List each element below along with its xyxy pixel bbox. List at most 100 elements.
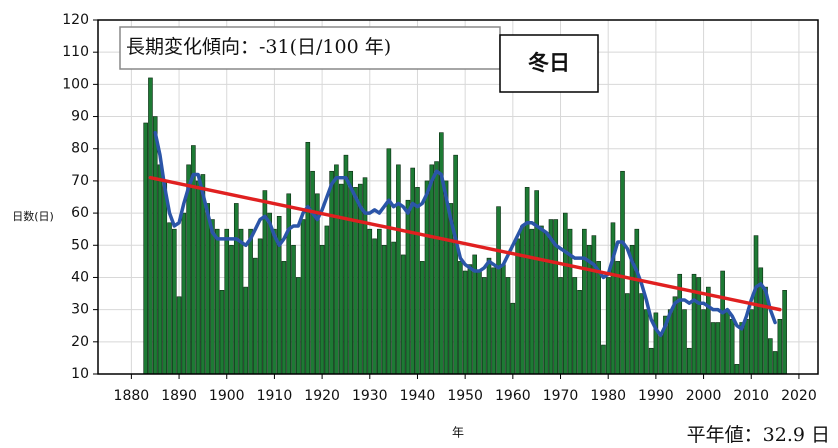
bar bbox=[157, 164, 163, 375]
bar bbox=[720, 270, 725, 375]
bar bbox=[706, 286, 711, 375]
bar bbox=[653, 312, 659, 375]
bar bbox=[310, 170, 315, 375]
y-tick-label: 10 bbox=[71, 366, 89, 382]
plot-frame bbox=[97, 19, 819, 375]
y-tick-label: 60 bbox=[71, 205, 89, 221]
bar bbox=[162, 180, 168, 375]
bar bbox=[415, 187, 420, 375]
bar bbox=[520, 225, 525, 375]
bar bbox=[362, 177, 368, 375]
bar bbox=[419, 261, 425, 375]
bar bbox=[515, 238, 520, 375]
bar bbox=[248, 228, 253, 375]
bar bbox=[210, 219, 215, 375]
bar bbox=[439, 132, 444, 375]
x-tick-label: 1880 bbox=[114, 388, 150, 404]
x-tick-label: 1900 bbox=[209, 388, 245, 404]
bar bbox=[319, 244, 325, 375]
bar bbox=[582, 228, 587, 375]
annotation-box bbox=[119, 26, 501, 70]
normal-value: 平年値：32.9 日 bbox=[687, 424, 830, 446]
annotation: 長期変化傾向：-31(日/100 年) bbox=[126, 36, 391, 58]
bar bbox=[496, 206, 501, 375]
bar bbox=[634, 228, 640, 375]
x-tick-label: 1930 bbox=[352, 388, 388, 404]
bar bbox=[658, 335, 663, 375]
bar bbox=[391, 241, 396, 375]
bar bbox=[486, 257, 492, 375]
y-tick-label: 70 bbox=[71, 173, 89, 189]
y-tick-label: 110 bbox=[62, 44, 89, 60]
bar bbox=[357, 183, 363, 375]
bar bbox=[567, 228, 573, 375]
title-box bbox=[499, 34, 599, 93]
bar bbox=[410, 167, 416, 375]
bar bbox=[386, 148, 392, 375]
bar bbox=[529, 228, 535, 375]
bar bbox=[715, 322, 721, 375]
bar bbox=[768, 338, 773, 375]
x-tick-label: 1950 bbox=[447, 388, 483, 404]
x-tick-label: 1890 bbox=[161, 388, 197, 404]
bar bbox=[543, 232, 549, 375]
bar bbox=[710, 322, 716, 375]
bar bbox=[577, 290, 582, 375]
bar bbox=[601, 344, 606, 375]
bar bbox=[243, 286, 249, 375]
bar bbox=[219, 290, 225, 375]
bar bbox=[253, 257, 258, 375]
bar bbox=[467, 264, 473, 375]
bar bbox=[725, 309, 730, 375]
bar bbox=[462, 270, 468, 375]
bar bbox=[615, 261, 621, 375]
bar bbox=[214, 228, 220, 375]
bar bbox=[562, 212, 568, 375]
bar bbox=[224, 228, 230, 375]
x-tick-label: 1940 bbox=[400, 388, 436, 404]
bar bbox=[424, 180, 430, 375]
x-tick-label: 1960 bbox=[495, 388, 531, 404]
bar bbox=[300, 219, 306, 375]
bar bbox=[338, 183, 344, 375]
bar bbox=[539, 225, 544, 375]
bar bbox=[639, 293, 644, 375]
bar bbox=[453, 154, 458, 375]
bar bbox=[267, 212, 272, 375]
bar bbox=[205, 203, 210, 375]
bar bbox=[429, 164, 435, 375]
bar bbox=[505, 277, 511, 375]
bar bbox=[143, 122, 148, 375]
bar bbox=[329, 170, 334, 375]
x-tick-label: 1920 bbox=[304, 388, 340, 404]
x-tick-label: 2000 bbox=[686, 388, 722, 404]
x-tick-label: 1970 bbox=[543, 388, 579, 404]
bar bbox=[772, 351, 778, 375]
bar bbox=[171, 228, 177, 375]
bar bbox=[734, 364, 740, 375]
bar bbox=[229, 244, 234, 375]
y-tick-label: 80 bbox=[71, 141, 89, 157]
bar bbox=[272, 228, 277, 375]
bar bbox=[396, 164, 401, 375]
bar bbox=[367, 228, 373, 375]
y-axis-label: 日数(日) bbox=[12, 210, 54, 223]
bar bbox=[152, 116, 158, 375]
y-tick-label: 50 bbox=[71, 237, 89, 253]
bar bbox=[558, 277, 563, 375]
y-tick-label: 20 bbox=[71, 334, 89, 350]
bar bbox=[195, 180, 201, 375]
bar bbox=[372, 238, 377, 375]
bar bbox=[176, 296, 182, 375]
y-tick-label: 30 bbox=[71, 302, 89, 318]
x-tick-label: 1910 bbox=[257, 388, 293, 404]
bar bbox=[591, 235, 597, 375]
y-tick-label: 40 bbox=[71, 269, 89, 285]
bar bbox=[729, 318, 735, 375]
bar bbox=[586, 244, 592, 375]
bar bbox=[510, 302, 516, 375]
bar bbox=[334, 164, 339, 375]
bar bbox=[353, 187, 358, 375]
bar bbox=[405, 199, 411, 375]
